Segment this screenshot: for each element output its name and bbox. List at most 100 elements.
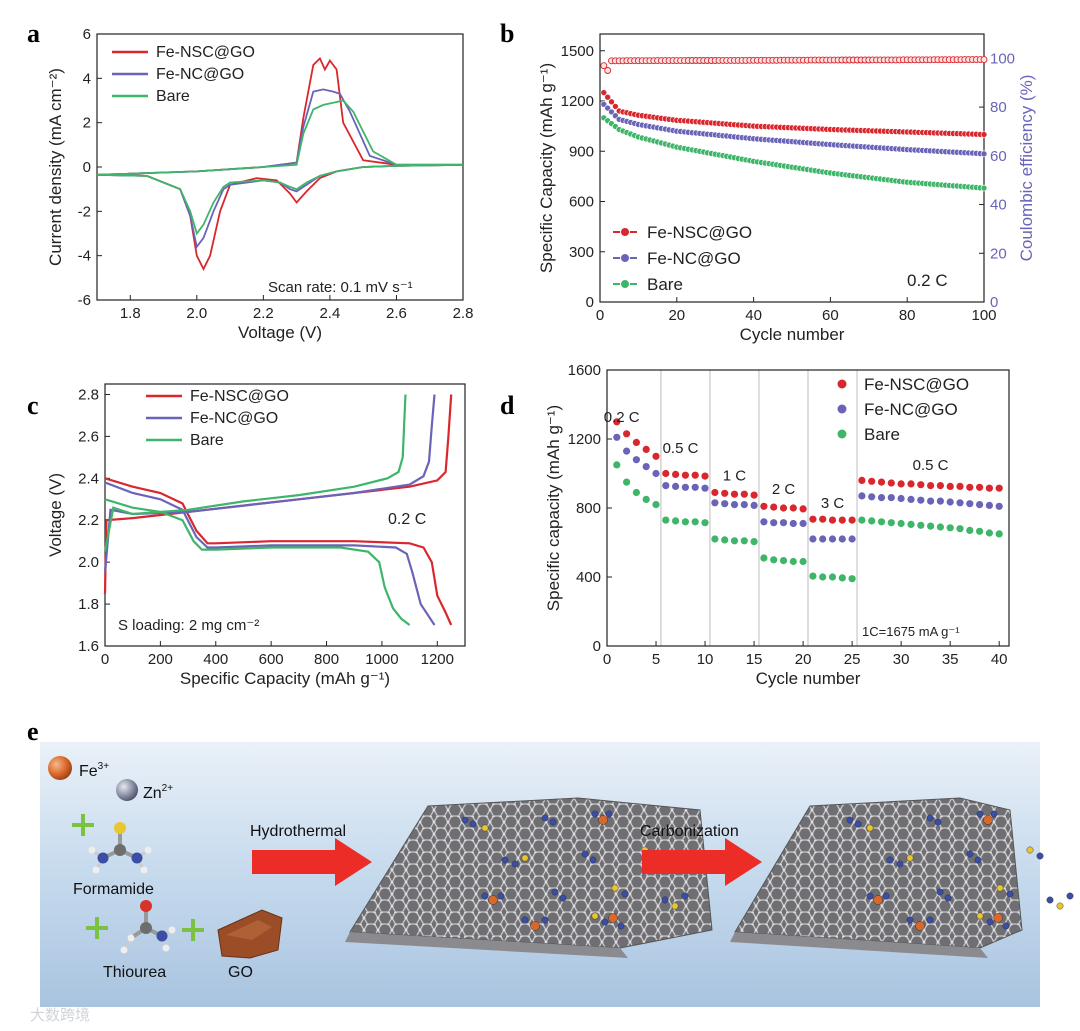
y-tick-label: 1200 [568, 431, 601, 448]
dopant-atom [511, 860, 519, 868]
x-tick-label: 60 [822, 307, 839, 324]
panel-letter-e: e [27, 717, 39, 746]
legend-entry: Bare [647, 275, 683, 294]
dopant-atom [1036, 852, 1044, 860]
y-tick-label: 1500 [561, 43, 594, 60]
cv-series-line [96, 99, 464, 236]
discharge-curve [104, 498, 411, 626]
rate-point [907, 480, 915, 488]
panel-letter-b: b [500, 19, 514, 48]
y2-tick-label: 100 [990, 50, 1015, 67]
dopant-atom [541, 814, 549, 822]
rate-point [632, 488, 641, 497]
rate-point [985, 529, 994, 537]
rate-point [868, 517, 876, 525]
capacity-point [604, 93, 612, 101]
rate-point [730, 490, 739, 498]
rate-point [936, 482, 945, 490]
y-tick-label: 300 [569, 244, 594, 261]
dopant-atom [598, 815, 608, 825]
rate-point [799, 505, 807, 513]
rate-point [868, 477, 876, 485]
rate-point [662, 516, 670, 524]
carbonization-label: Carbonization [640, 823, 739, 840]
rate-point [985, 484, 994, 492]
capacity-point [600, 89, 608, 96]
dopant-atoms-2 [846, 810, 1074, 931]
dopant-atom [986, 918, 994, 926]
rate-point [927, 522, 935, 530]
dopant-atom [469, 820, 477, 828]
dopant-atom [866, 892, 874, 900]
graphene-sheet-icon [345, 797, 713, 958]
rate-point [956, 525, 964, 533]
rate-point [897, 519, 905, 528]
rate-point [995, 484, 1003, 492]
dopant-atom [591, 810, 599, 818]
legend-entry: Fe-NC@GO [190, 410, 278, 427]
dopant-atom [681, 892, 689, 900]
go-label: GO [228, 964, 253, 981]
rate-point [995, 530, 1003, 538]
rate-label: 1 C [723, 467, 747, 484]
y-tick-label: -6 [78, 292, 91, 309]
rate-point [681, 471, 690, 479]
rate-point [613, 418, 621, 426]
rate-point [897, 494, 905, 503]
charge-curve [103, 394, 407, 552]
x-tick-label: 2.2 [253, 305, 274, 322]
x-tick-label: 2.6 [386, 305, 407, 322]
rate-point [907, 495, 915, 503]
rate-point [740, 501, 748, 509]
rate-point [750, 491, 758, 499]
panel-e-synthesis-schematic: e Fe3+ Zn2+ [27, 717, 1074, 1024]
x-tick-label: 40 [991, 651, 1008, 668]
y-tick-label: 0 [593, 638, 601, 655]
rate-point [927, 497, 935, 505]
x-tick-label: 15 [746, 651, 763, 668]
dopant-atom [996, 884, 1004, 892]
rate-annotation: 0.2 C [907, 271, 948, 290]
dopant-atom [661, 896, 669, 904]
rate-point [750, 501, 758, 509]
dopant-atom [671, 902, 679, 910]
dopant-atom [591, 912, 599, 920]
rate-point [642, 495, 650, 503]
dopant-atom [1026, 846, 1034, 854]
rate-point [809, 515, 817, 523]
dopant-atom [1002, 922, 1010, 930]
efficiency-point [980, 56, 988, 64]
legend-marker [620, 227, 630, 237]
legend-entry: Bare [190, 432, 224, 449]
dopant-atom [481, 824, 489, 832]
rate-point [711, 488, 719, 497]
legend-entry: Fe-NC@GO [647, 249, 741, 268]
x-tick-label: 2.4 [319, 305, 340, 322]
rate-point [966, 500, 974, 508]
dopant-atom [886, 856, 894, 864]
y2-tick-label: 60 [990, 148, 1007, 165]
rate-point [828, 516, 837, 524]
rate-point [779, 557, 788, 565]
rate-point [848, 516, 856, 524]
rate-point [789, 519, 797, 528]
y-tick-label: 2 [83, 115, 91, 132]
y-tick-label: 1.6 [78, 638, 99, 655]
rate-point [711, 535, 719, 543]
rate-point [946, 482, 954, 490]
cv-series-line [96, 56, 464, 272]
rate-point [691, 518, 699, 526]
rate-point [828, 535, 837, 543]
legend-entry: Fe-NSC@GO [864, 375, 969, 394]
rate-label: 0.2 C [604, 409, 640, 426]
rate-point [917, 521, 925, 529]
rate-point [877, 494, 886, 502]
y-axis-label: Specific Capacity (mAh g⁻¹) [537, 63, 556, 273]
dopant-atom [501, 856, 509, 864]
legend-entry: Bare [156, 88, 190, 105]
rate-point [789, 504, 797, 512]
capacity-point [980, 184, 988, 192]
dopant-atom [990, 810, 998, 818]
